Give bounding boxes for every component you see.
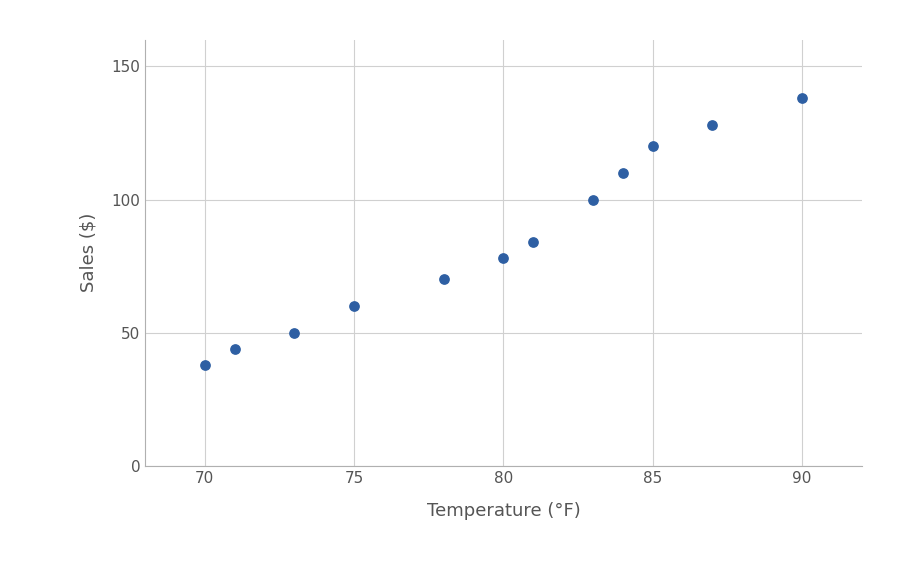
Point (705, 120, 719, 130)
Point (496, 253, 511, 262)
Point (288, 328, 302, 337)
Y-axis label: Sales ($): Sales ($) (80, 213, 97, 293)
Point (586, 195, 600, 204)
Point (436, 275, 451, 284)
Point (795, 94, 809, 103)
Point (228, 344, 242, 353)
Point (198, 360, 212, 369)
Point (646, 141, 660, 151)
Point (616, 168, 630, 177)
X-axis label: Temperature (°F): Temperature (°F) (426, 502, 580, 520)
Point (346, 302, 361, 311)
Point (526, 237, 541, 247)
